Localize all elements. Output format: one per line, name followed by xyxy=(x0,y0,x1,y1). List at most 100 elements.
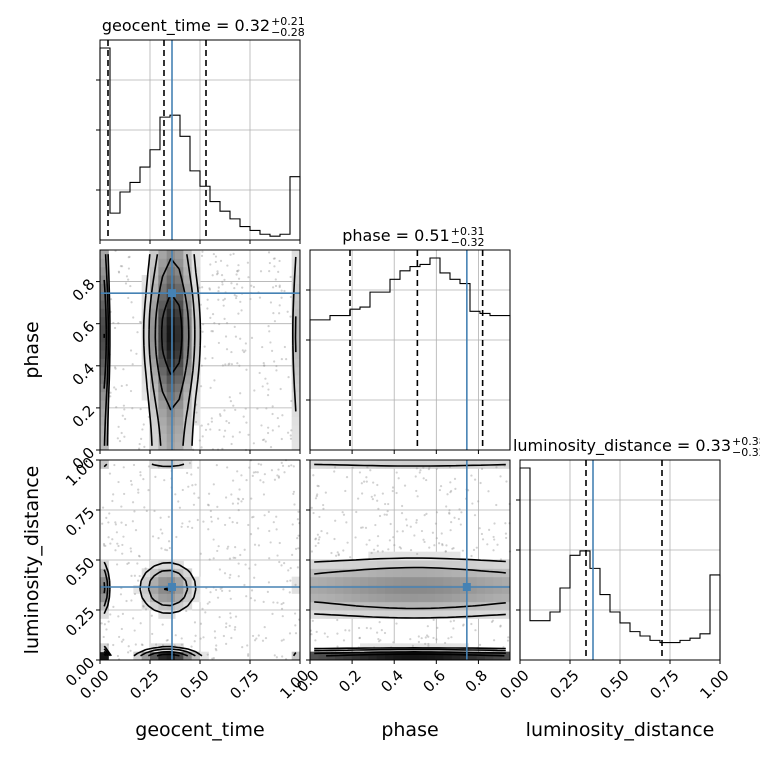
scatter-point xyxy=(368,539,371,542)
density-cell xyxy=(158,610,168,619)
scatter-point xyxy=(236,497,240,500)
scatter-point xyxy=(247,654,250,657)
scatter-point xyxy=(507,636,510,639)
scatter-point xyxy=(236,502,240,505)
scatter-point xyxy=(292,651,295,655)
density-cell xyxy=(410,585,419,594)
scatter-point xyxy=(138,555,141,558)
scatter-point xyxy=(317,541,320,545)
scatter-point xyxy=(239,553,242,557)
scatter-point xyxy=(201,435,204,438)
x-tick-label: 0.50 xyxy=(596,666,632,702)
density-cell xyxy=(175,366,184,376)
scatter-point xyxy=(424,642,427,645)
scatter-point xyxy=(219,587,222,590)
scatter-point xyxy=(165,549,169,552)
scatter-point xyxy=(167,540,171,543)
scatter-point xyxy=(333,470,336,473)
scatter-point xyxy=(242,350,246,354)
scatter-point xyxy=(217,286,220,289)
scatter-point xyxy=(496,543,499,546)
scatter-point xyxy=(161,644,165,647)
density-cell xyxy=(291,576,301,586)
density-cell xyxy=(141,383,151,393)
scatter-point xyxy=(206,307,209,310)
scatter-point xyxy=(112,321,115,325)
scatter-point xyxy=(457,517,460,521)
scatter-point xyxy=(231,502,235,505)
density-cell xyxy=(468,568,478,578)
density-cell xyxy=(291,366,301,376)
scatter-point xyxy=(436,626,439,629)
scatter-point xyxy=(174,493,177,496)
scatter-point xyxy=(120,265,124,268)
scatter-point xyxy=(311,619,314,622)
truth-marker xyxy=(168,289,176,298)
density-cell xyxy=(175,441,184,451)
density-cell xyxy=(166,300,176,309)
scatter-point xyxy=(278,541,281,545)
density-cell xyxy=(183,425,193,434)
scatter-point xyxy=(112,605,115,608)
scatter-point xyxy=(160,547,163,550)
density-cell xyxy=(426,568,436,578)
scatter-point xyxy=(414,475,417,478)
scatter-point xyxy=(446,493,449,496)
density-cell xyxy=(150,383,159,393)
x-axis-label-phase: phase xyxy=(381,719,438,741)
density-cell xyxy=(468,651,478,661)
title-lower-error: −0.32 xyxy=(732,446,760,459)
scatter-point xyxy=(214,636,217,639)
density-cell xyxy=(426,460,436,469)
scatter-point xyxy=(491,619,495,622)
scatter-point xyxy=(312,511,315,515)
scatter-point xyxy=(121,552,124,555)
density-cell xyxy=(343,593,353,603)
density-cell xyxy=(443,551,453,561)
scatter-point xyxy=(271,429,274,432)
scatter-point xyxy=(138,574,141,578)
scatter-point xyxy=(504,532,508,535)
scatter-point xyxy=(242,415,245,418)
scatter-point xyxy=(273,478,277,481)
density-cell xyxy=(183,375,193,384)
density-cell xyxy=(100,643,109,653)
contour-line xyxy=(314,463,506,650)
scatter-point xyxy=(342,513,346,516)
density-cell xyxy=(401,601,411,611)
scatter-point xyxy=(252,515,255,518)
scatter-point xyxy=(202,323,205,326)
scatter-point xyxy=(106,252,109,255)
scatter-point xyxy=(492,549,495,552)
density-cell xyxy=(166,266,176,276)
scatter-point xyxy=(207,492,211,495)
scatter-point xyxy=(129,479,133,483)
scatter-point xyxy=(425,634,429,637)
density-cell xyxy=(158,358,168,368)
y-axis-label-phase: phase xyxy=(21,321,43,378)
scatter-point xyxy=(262,493,266,496)
scatter-point xyxy=(229,612,232,615)
scatter-point xyxy=(199,303,202,306)
density-cell xyxy=(376,551,386,561)
scatter-point xyxy=(335,554,338,557)
scatter-point xyxy=(377,507,380,510)
density-cell xyxy=(183,391,193,401)
scatter-point xyxy=(127,651,130,654)
density-cell xyxy=(368,610,378,619)
density-cell xyxy=(150,425,159,434)
density-cell xyxy=(360,560,369,569)
scatter-point xyxy=(221,589,224,592)
scatter-point xyxy=(237,264,240,267)
scatter-point xyxy=(290,464,293,467)
density-cell xyxy=(175,585,184,594)
density-cell xyxy=(376,651,386,661)
scatter-point xyxy=(444,550,447,553)
scatter-point xyxy=(444,550,447,553)
scatter-point xyxy=(499,558,503,561)
scatter-point xyxy=(221,447,224,450)
scatter-point xyxy=(239,392,242,395)
scatter-point xyxy=(424,636,427,639)
scatter-point xyxy=(191,526,194,529)
density-cell xyxy=(376,610,386,619)
